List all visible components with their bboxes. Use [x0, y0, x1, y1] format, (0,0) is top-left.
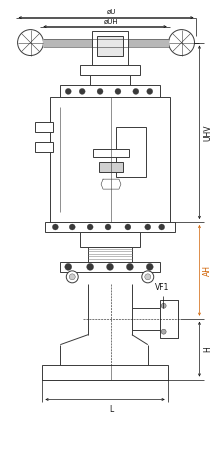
Circle shape: [125, 224, 131, 230]
Text: øU: øU: [106, 9, 116, 14]
Text: VF1: VF1: [155, 283, 169, 292]
Circle shape: [69, 274, 75, 280]
Bar: [90, 75, 130, 85]
Circle shape: [105, 224, 111, 230]
Circle shape: [66, 271, 78, 283]
Circle shape: [133, 88, 139, 94]
Bar: [97, 36, 123, 55]
Bar: [44, 39, 169, 46]
Circle shape: [18, 30, 44, 55]
Circle shape: [145, 224, 151, 230]
Bar: [80, 232, 140, 247]
Circle shape: [161, 329, 166, 334]
Circle shape: [69, 224, 75, 230]
Bar: [60, 85, 160, 97]
Circle shape: [161, 303, 166, 308]
Bar: [42, 364, 168, 380]
Text: H: H: [203, 346, 212, 352]
Circle shape: [65, 88, 71, 94]
Bar: [46, 222, 174, 232]
Circle shape: [169, 30, 194, 55]
Text: L: L: [109, 405, 113, 414]
Bar: [36, 142, 53, 152]
Circle shape: [159, 224, 165, 230]
Bar: [92, 31, 128, 65]
Bar: [88, 247, 132, 262]
Circle shape: [146, 263, 153, 270]
Circle shape: [126, 263, 133, 270]
Text: AH: AH: [203, 265, 212, 276]
Circle shape: [65, 263, 72, 270]
Bar: [80, 65, 140, 75]
Bar: [36, 122, 53, 132]
Circle shape: [79, 88, 85, 94]
Circle shape: [115, 88, 121, 94]
Text: øUH: øUH: [104, 18, 118, 25]
Circle shape: [147, 88, 153, 94]
Circle shape: [142, 271, 154, 283]
Bar: [50, 97, 170, 222]
Circle shape: [107, 263, 113, 270]
Bar: [93, 149, 129, 157]
Bar: [99, 162, 123, 172]
Circle shape: [52, 224, 58, 230]
Circle shape: [97, 88, 103, 94]
Bar: [60, 262, 160, 272]
Bar: [160, 300, 178, 338]
Circle shape: [145, 274, 151, 280]
Circle shape: [87, 224, 93, 230]
Bar: [116, 127, 146, 177]
Text: UHV: UHV: [203, 124, 212, 141]
Circle shape: [87, 263, 94, 270]
